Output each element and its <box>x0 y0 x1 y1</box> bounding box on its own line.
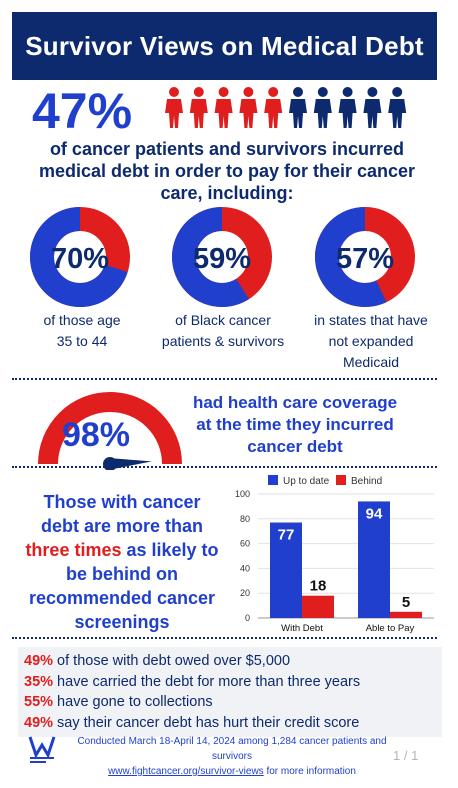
divider <box>12 378 437 380</box>
footer-line: www.fightcancer.org/survivor-views for m… <box>62 764 402 779</box>
stat-pct: 35% <box>24 673 54 690</box>
y-tick-label: 60 <box>240 539 250 549</box>
person-icon <box>264 87 283 128</box>
donut-percent-label: 70% <box>51 243 109 275</box>
donut-label-line: patients & survivors <box>161 333 285 349</box>
gauge-arc <box>38 392 182 465</box>
donut-label-line: not expanded <box>328 333 414 349</box>
donut-label-line: 35 to 44 <box>56 333 108 349</box>
speedometer-gauge-icon: 98% <box>38 392 182 470</box>
y-tick-label: 100 <box>235 489 250 499</box>
screening-bar-chart: Up to date Behind 0 20 40 60 80 100 77 18 With Deb… <box>235 475 434 634</box>
donut-label-line: of Black cancer <box>175 312 271 328</box>
bar-value-label: 94 <box>366 505 383 522</box>
person-icon <box>388 87 407 128</box>
person-icon <box>165 87 183 128</box>
donut-charts: 70% 59% 57% <box>30 207 415 307</box>
headline-text: of cancer patients and survivors incurre… <box>38 139 416 203</box>
stat-row: 35% have carried the debt for more than … <box>24 672 436 693</box>
x-tick-label: Able to Pay <box>366 623 415 634</box>
bar <box>302 595 334 618</box>
donut-percent-label: 59% <box>193 243 251 275</box>
donut-label-line: Medicaid <box>342 354 400 370</box>
x-tick-label: With Debt <box>281 623 323 634</box>
stat-pct: 55% <box>24 694 54 710</box>
donut-value-arc <box>315 207 415 307</box>
legend-label: Up to date <box>283 476 330 487</box>
bar-value-label: 18 <box>310 578 327 595</box>
person-icon <box>189 87 208 128</box>
bar-value-label: 5 <box>402 594 410 611</box>
stat-text: of those with debt owed over $5,000 <box>53 653 291 669</box>
y-tick-label: 20 <box>240 588 250 598</box>
people-icon-row <box>165 87 407 128</box>
bar <box>270 522 302 618</box>
stat-row: 55% have gone to collections <box>24 692 436 713</box>
page-title: Survivor Views on Medical Debt <box>25 30 424 61</box>
donut-chart: 59% <box>172 207 272 307</box>
donut-value-arc <box>30 207 130 307</box>
stat-text: have gone to collections <box>53 694 213 710</box>
legend-swatch <box>268 475 278 485</box>
coverage-percent: 98% <box>62 416 130 454</box>
screening-text-part: Those with cancer debt are more than <box>40 492 204 536</box>
donut-chart: 57% <box>315 207 415 307</box>
donut-percent-label: 57% <box>336 243 394 275</box>
bar <box>358 501 390 618</box>
y-tick-label: 40 <box>240 563 250 573</box>
footer-text: Conducted March 18-April 14, 2024 among … <box>62 734 402 779</box>
page-number: 1 / 1 <box>393 748 419 763</box>
donut-label-black: of Black cancer patients & survivors <box>148 310 298 352</box>
screening-text-part: as likely to be behind on recommended ca… <box>28 540 219 632</box>
acs-can-logo-icon <box>28 736 56 763</box>
legend-label: Behind <box>351 476 382 487</box>
donut-label-line: of those age <box>43 312 121 328</box>
bar <box>390 611 422 618</box>
stats-list: 49% of those with debt owed over $5,000 … <box>18 647 442 737</box>
person-icon <box>239 87 258 128</box>
person-icon <box>363 87 382 128</box>
divider <box>12 466 437 468</box>
survivor-views-link[interactable]: www.fightcancer.org/survivor-views <box>108 766 264 777</box>
screening-text-highlight: three times <box>25 540 122 560</box>
headline-percent: 47% <box>32 83 133 139</box>
donut-label-medicaid: in states that have not expanded Medicai… <box>296 310 446 373</box>
footer-link-suffix: for more information <box>263 766 356 777</box>
donut-value-arc <box>172 207 272 307</box>
header-banner: Survivor Views on Medical Debt <box>12 12 437 80</box>
person-icon <box>289 87 307 128</box>
stat-pct: 49% <box>24 714 54 731</box>
stat-text: have carried the debt for more than thre… <box>53 673 361 690</box>
person-icon <box>214 87 233 128</box>
stat-text: say their cancer debt has hurt their cre… <box>53 714 360 731</box>
coverage-text: had health care coverage at the time the… <box>192 393 398 456</box>
donut-label-age: of those age 35 to 44 <box>14 310 150 352</box>
donut-label-line: in states that have <box>314 312 428 328</box>
divider <box>12 637 437 639</box>
legend-swatch <box>336 475 346 485</box>
bar-value-label: 77 <box>278 527 295 544</box>
person-icon <box>313 87 332 128</box>
stat-row: 49% say their cancer debt has hurt their… <box>24 713 436 734</box>
person-icon <box>338 87 357 128</box>
donut-chart: 70% <box>30 207 130 307</box>
stat-row: 49% of those with debt owed over $5,000 <box>24 651 436 672</box>
screening-text: Those with cancer debt are more than thr… <box>22 490 222 634</box>
footer-line: Conducted March 18-April 14, 2024 among … <box>77 736 387 762</box>
y-tick-label: 80 <box>240 514 250 524</box>
y-tick-label: 0 <box>245 613 250 623</box>
stat-pct: 49% <box>24 653 54 669</box>
